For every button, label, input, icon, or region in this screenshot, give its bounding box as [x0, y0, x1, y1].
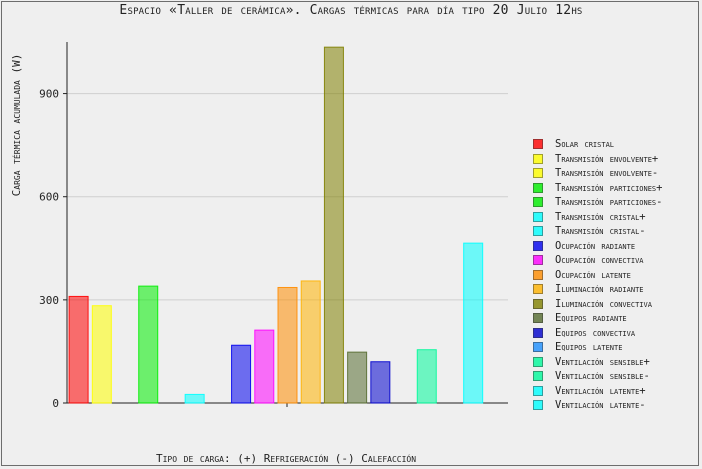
legend-label-16: Ventilación sensible- — [555, 370, 650, 382]
legend-item-0: Solar cristal — [533, 137, 662, 152]
legend-swatch-7 — [533, 240, 543, 251]
bar-13 — [370, 361, 391, 404]
legend-swatch-10 — [533, 284, 543, 295]
legend-label-18: Ventilación latente- — [555, 399, 646, 411]
legend-item-5: Transmisión cristal+ — [533, 210, 662, 225]
legend-item-13: Equipos convectiva — [533, 326, 662, 341]
bar-12 — [347, 351, 368, 404]
legend-item-15: Ventilación sensible+ — [533, 355, 662, 370]
x-axis-label: Tipo de carga: (+) Refrigeración (-) Cal… — [155, 452, 417, 465]
legend-swatch-2 — [533, 168, 543, 179]
legend: Solar cristal Transmisión envolvente+ Tran… — [533, 137, 662, 413]
legend-label-4: Transmisión particiones- — [555, 196, 663, 208]
legend-swatch-16 — [533, 371, 543, 382]
legend-label-6: Transmisión cristal- — [555, 225, 646, 237]
legend-label-7: Ocupación radiante — [555, 239, 636, 252]
legend-item-6: Transmisión cristal- — [533, 224, 662, 239]
legend-item-17: Ventilación latente+ — [533, 384, 662, 399]
legend-swatch-5 — [533, 211, 543, 222]
bar-7 — [231, 344, 252, 404]
legend-swatch-17 — [533, 385, 543, 396]
legend-swatch-12 — [533, 313, 543, 324]
bar-10 — [300, 280, 321, 404]
legend-item-10: Iluminación radiante — [533, 282, 662, 297]
legend-label-17: Ventilación latente+ — [555, 384, 646, 397]
legend-item-2: Transmisión envolvente- — [533, 166, 662, 181]
legend-swatch-8 — [533, 255, 543, 266]
legend-label-0: Solar cristal — [555, 138, 615, 150]
legend-swatch-1 — [533, 153, 543, 164]
legend-item-16: Ventilación sensible- — [533, 369, 662, 384]
legend-swatch-11 — [533, 298, 543, 309]
legend-item-4: Transmisión particiones- — [533, 195, 662, 210]
bar-0 — [68, 295, 89, 404]
legend-label-13: Equipos convectiva — [555, 326, 636, 339]
legend-item-7: Ocupación radiante — [533, 239, 662, 254]
legend-item-12: Equipos radiante — [533, 311, 662, 326]
bar-11 — [323, 46, 344, 404]
bar-8 — [254, 329, 275, 404]
y-axis-label: Carga térmica acumulada (W) — [10, 53, 23, 197]
legend-item-18: Ventilación latente- — [533, 398, 662, 413]
legend-item-9: Ocupación latente — [533, 268, 662, 283]
bar-15 — [416, 349, 437, 404]
y-tick-label-2: 600 — [39, 191, 59, 204]
chart-title: Espacio «Taller de cerámica». Cargas tér… — [119, 3, 583, 18]
legend-swatch-0 — [533, 139, 543, 150]
legend-label-9: Ocupación latente — [555, 268, 631, 281]
legend-swatch-13 — [533, 327, 543, 338]
legend-label-15: Ventilación sensible+ — [555, 355, 650, 368]
legend-label-8: Ocupación convectiva — [555, 254, 644, 266]
legend-label-14: Equipos latente — [555, 341, 623, 353]
bar-1 — [91, 305, 112, 404]
legend-label-10: Iluminación radiante — [555, 283, 644, 295]
bar-5 — [184, 393, 205, 404]
legend-item-3: Transmisión particiones+ — [533, 181, 662, 196]
legend-label-2: Transmisión envolvente- — [555, 167, 659, 179]
legend-item-1: Transmisión envolvente+ — [533, 152, 662, 167]
legend-swatch-18 — [533, 400, 543, 411]
legend-swatch-14 — [533, 342, 543, 353]
legend-label-1: Transmisión envolvente+ — [555, 152, 659, 165]
legend-swatch-3 — [533, 182, 543, 193]
bar-3 — [138, 285, 159, 404]
legend-label-5: Transmisión cristal+ — [555, 210, 646, 223]
bar-17 — [463, 242, 484, 404]
legend-label-11: Iluminación convectiva — [555, 297, 652, 310]
legend-item-11: Iluminación convectiva — [533, 297, 662, 312]
legend-swatch-6 — [533, 226, 543, 237]
y-tick-label-1: 300 — [39, 294, 59, 307]
legend-label-3: Transmisión particiones+ — [555, 181, 663, 194]
legend-item-8: Ocupación convectiva — [533, 253, 662, 268]
legend-label-12: Equipos radiante — [555, 312, 627, 324]
legend-swatch-9 — [533, 269, 543, 280]
legend-swatch-15 — [533, 356, 543, 367]
legend-swatch-4 — [533, 197, 543, 208]
y-tick-label-3: 900 — [39, 88, 59, 101]
legend-item-14: Equipos latente — [533, 340, 662, 355]
y-tick-label-0: 0 — [52, 397, 59, 410]
bar-9 — [277, 286, 298, 404]
